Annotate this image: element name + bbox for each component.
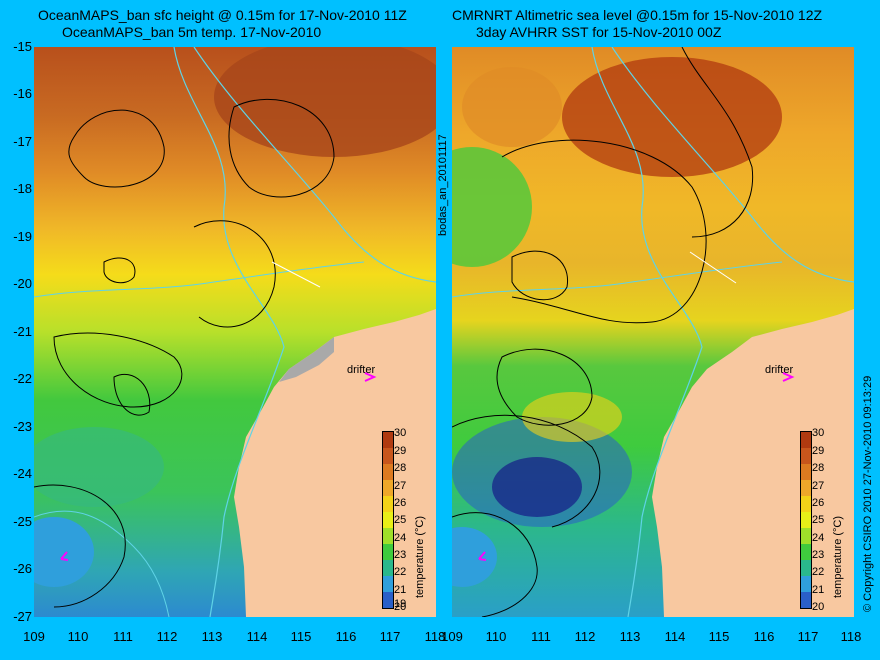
colorbar-tick: 22 xyxy=(812,566,825,578)
y-tick: -27 xyxy=(13,609,32,624)
x-tick: 118 xyxy=(840,629,862,644)
colorbar-tick: 28 xyxy=(812,462,825,474)
run-id-label: bodas_an_20101117 xyxy=(437,134,449,236)
x-tick: 113 xyxy=(201,629,223,644)
x-tick: 117 xyxy=(797,629,819,644)
colorbar-tick: 24 xyxy=(812,532,825,544)
colorbar-tick: 21 xyxy=(394,584,407,596)
x-tick: 110 xyxy=(67,629,89,644)
colorbar-label: temperature (°C) xyxy=(832,515,844,598)
x-tick: 109 xyxy=(441,629,463,644)
drifter-label-right: drifter xyxy=(765,364,794,376)
y-tick: -17 xyxy=(13,134,32,149)
colorbar-swatch xyxy=(383,448,393,464)
colorbar-swatch xyxy=(801,464,811,480)
y-tick: -16 xyxy=(13,86,32,101)
colorbar-swatch xyxy=(801,448,811,464)
drifter-track-right xyxy=(689,251,737,284)
colorbar-tick: 20 xyxy=(394,601,407,613)
x-tick: 116 xyxy=(335,629,357,644)
colorbar-swatch xyxy=(801,560,811,576)
colorbar-tick: 25 xyxy=(812,514,825,526)
colorbar-swatch xyxy=(383,432,393,448)
colorbar-tick: 28 xyxy=(394,462,407,474)
drifter-marker-right xyxy=(782,372,795,382)
colorbar-label: temperature (°C) xyxy=(414,515,426,598)
colorbar-swatch xyxy=(801,432,811,448)
left-title-line1: OceanMAPS_ban sfc height @ 0.15m for 17-… xyxy=(38,7,407,23)
colorbar-tick: 27 xyxy=(394,480,407,492)
drifter-label-left: drifter xyxy=(347,364,376,376)
right-title-line2: 3day AVHRR SST for 15-Nov-2010 00Z xyxy=(476,24,722,40)
y-tick: -22 xyxy=(13,371,32,386)
y-tick: -15 xyxy=(13,39,32,54)
colorbar-swatch xyxy=(801,512,811,528)
drifter-marker xyxy=(364,372,377,382)
colorbar-swatch xyxy=(383,528,393,544)
colorbar-tick: 30 xyxy=(812,427,825,439)
colorbar-tick: 23 xyxy=(394,549,407,561)
x-tick: 110 xyxy=(485,629,507,644)
colorbar-swatch xyxy=(801,592,811,608)
right-sst-map xyxy=(452,47,854,617)
left-map-panel xyxy=(34,47,436,617)
colorbar-tick: 22 xyxy=(394,566,407,578)
y-tick: -20 xyxy=(13,276,32,291)
x-tick: 113 xyxy=(619,629,641,644)
colorbar-swatch xyxy=(801,544,811,560)
colorbar-swatch xyxy=(383,496,393,512)
colorbar-tick: 29 xyxy=(812,445,825,457)
x-tick: 115 xyxy=(290,629,312,644)
x-tick: 117 xyxy=(379,629,401,644)
colorbar-swatch xyxy=(801,576,811,592)
colorbar-swatch xyxy=(801,480,811,496)
colorbar-tick: 30 xyxy=(394,427,407,439)
y-tick: -18 xyxy=(13,181,32,196)
colorbar-swatch xyxy=(383,512,393,528)
colorbar-swatch xyxy=(383,480,393,496)
x-tick: 111 xyxy=(531,629,551,644)
y-tick: -24 xyxy=(13,466,32,481)
colorbar-tick: 21 xyxy=(812,584,825,596)
y-tick: -23 xyxy=(13,419,32,434)
colorbar-tick: 23 xyxy=(812,549,825,561)
colorbar-swatch xyxy=(383,464,393,480)
x-tick: 115 xyxy=(708,629,730,644)
drifter-track xyxy=(271,261,321,288)
right-map-panel xyxy=(452,47,854,617)
colorbar-tick: 26 xyxy=(812,497,825,509)
colorbar-swatch xyxy=(383,560,393,576)
x-tick: 109 xyxy=(23,629,45,644)
x-tick: 116 xyxy=(753,629,775,644)
y-tick: -19 xyxy=(13,229,32,244)
copyright-label: © Copyright CSIRO 2010 27-Nov-2010 09:13… xyxy=(862,375,874,612)
colorbar-swatch xyxy=(801,528,811,544)
x-tick: 112 xyxy=(574,629,596,644)
right-title-line1: CMRNRT Altimetric sea level @0.15m for 1… xyxy=(452,7,823,23)
colorbar-tick: 19 xyxy=(394,598,407,610)
colorbar-tick: 20 xyxy=(812,601,825,613)
y-tick: -26 xyxy=(13,561,32,576)
x-tick: 114 xyxy=(246,629,268,644)
y-tick: -25 xyxy=(13,514,32,529)
y-tick: -21 xyxy=(13,324,32,339)
drifter-arrow-right xyxy=(478,551,487,561)
colorbar-tick: 27 xyxy=(812,480,825,492)
x-tick: 111 xyxy=(113,629,133,644)
colorbar-swatch xyxy=(383,544,393,560)
colorbar-swatch xyxy=(383,576,393,592)
left-sst-map xyxy=(34,47,436,617)
colorbar-swatch xyxy=(801,496,811,512)
x-tick: 118 xyxy=(424,629,446,644)
colorbar-tick: 29 xyxy=(394,445,407,457)
colorbar-tick: 25 xyxy=(394,514,407,526)
colorbar-tick: 24 xyxy=(394,532,407,544)
left-title-line2: OceanMAPS_ban 5m temp. 17-Nov-2010 xyxy=(62,24,322,40)
drifter-arrow xyxy=(60,551,69,561)
colorbar-swatch xyxy=(383,592,393,608)
colorbar-tick: 26 xyxy=(394,497,407,509)
x-tick: 114 xyxy=(664,629,686,644)
x-tick: 112 xyxy=(156,629,178,644)
